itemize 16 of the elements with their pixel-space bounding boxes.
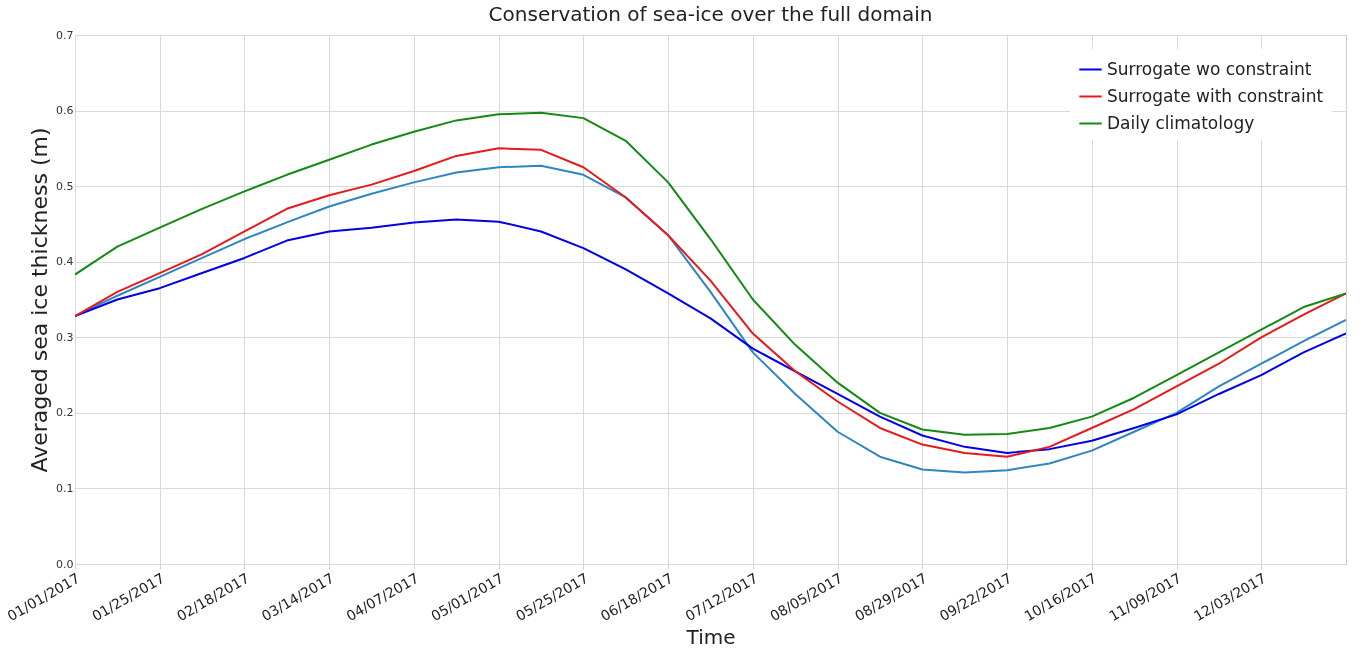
y-tick-label: 0.6 (56, 104, 74, 118)
line-series (75, 218, 1346, 454)
legend-label: Surrogate wo constraint (1107, 58, 1312, 79)
line-series (75, 111, 1346, 436)
y-tick-label: 0.3 (56, 330, 74, 344)
y-tick-label: 0.5 (56, 179, 74, 193)
legend-label: Surrogate with constraint (1107, 85, 1324, 106)
x-axis-title: Time (685, 624, 736, 649)
y-tick-label: 0.4 (56, 255, 74, 269)
y-tick-label: 0.2 (56, 406, 74, 420)
chart-title: Conservation of sea-ice over the full domain (488, 2, 933, 26)
y-tick-label: 0.7 (56, 28, 74, 42)
y-tick-label: 0.0 (56, 557, 74, 571)
legend-label: Daily climatology (1107, 112, 1255, 133)
y-axis-title: Averaged sea ice thickness (m) (27, 127, 53, 473)
y-tick-label: 0.1 (56, 481, 74, 495)
